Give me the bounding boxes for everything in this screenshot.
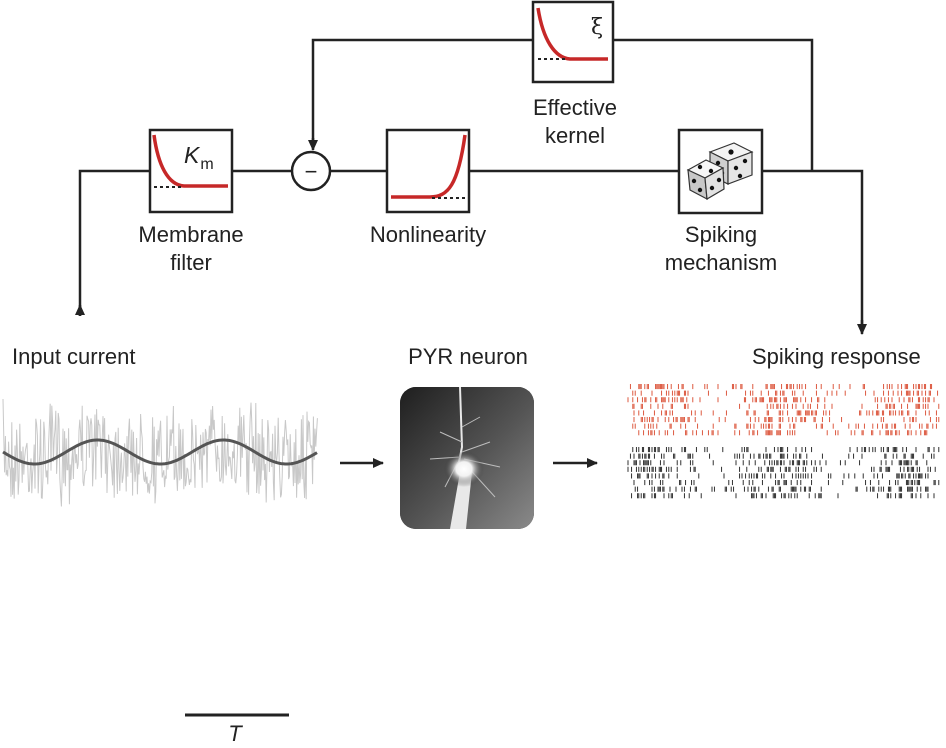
membrane-filter-symbol: Km <box>184 142 214 173</box>
effective-kernel-label: Effective kernel <box>533 95 617 148</box>
input-to-filter-wire <box>78 169 150 316</box>
spike-raster-black <box>627 447 940 499</box>
scale-bar-label: T <box>228 721 242 746</box>
wiring <box>78 38 864 324</box>
effective-kernel-curve <box>536 7 608 61</box>
comparator-node: − <box>290 150 332 192</box>
membrane-filter-box: Km <box>148 128 234 214</box>
spike-raster-red <box>627 384 940 436</box>
pyr-neuron-image <box>400 387 534 529</box>
input-noise-band <box>2 398 318 507</box>
nonlinearity-label: Nonlinearity <box>369 222 487 247</box>
spiking-to-output-wire <box>762 169 864 324</box>
input-current-trace <box>2 398 318 507</box>
feedback-left-wire <box>311 38 532 143</box>
spiking-response-label: Spiking response <box>752 344 921 369</box>
effective-kernel-symbol: ξ <box>591 15 603 40</box>
spiking-mechanism-label: Spiking mechanism <box>664 222 778 275</box>
comparator-minus-symbol: − <box>305 159 318 184</box>
spiking-mechanism-box <box>677 128 764 215</box>
nonlinearity-curve <box>391 134 467 199</box>
pyr-neuron-label: PYR neuron <box>408 344 528 369</box>
membrane-kernel-curve <box>152 134 228 188</box>
input-current-label: Input current <box>12 344 136 369</box>
dice-icon <box>686 142 754 201</box>
input-sine-signal <box>2 438 318 466</box>
nonlinearity-box <box>385 128 471 214</box>
membrane-filter-label: Membrane filter <box>138 222 244 275</box>
effective-kernel-box: ξ <box>531 0 615 84</box>
feedback-up-wire <box>614 38 814 171</box>
